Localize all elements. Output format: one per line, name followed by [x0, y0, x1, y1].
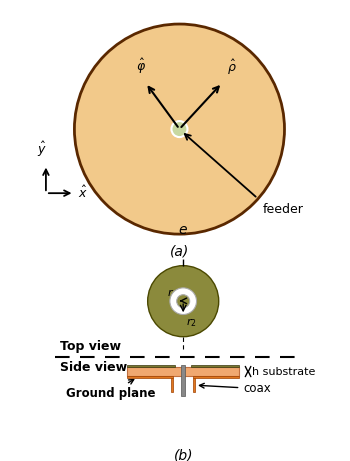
- Ellipse shape: [134, 84, 224, 174]
- Bar: [171, 378, 173, 392]
- Bar: [193, 376, 239, 378]
- Ellipse shape: [127, 77, 232, 182]
- Bar: [193, 378, 195, 392]
- Circle shape: [172, 121, 188, 137]
- Bar: [181, 365, 185, 396]
- Text: (a): (a): [170, 245, 189, 259]
- Ellipse shape: [164, 114, 195, 144]
- Circle shape: [170, 288, 196, 314]
- Ellipse shape: [97, 47, 262, 212]
- Bar: [127, 365, 175, 367]
- Ellipse shape: [149, 99, 209, 159]
- Ellipse shape: [104, 54, 254, 204]
- Text: $\hat{\varphi}$: $\hat{\varphi}$: [136, 57, 146, 76]
- Text: $r_2$: $r_2$: [186, 317, 197, 329]
- Ellipse shape: [112, 62, 247, 196]
- Ellipse shape: [119, 69, 239, 189]
- Ellipse shape: [172, 122, 187, 136]
- Circle shape: [148, 266, 219, 337]
- Circle shape: [177, 295, 190, 307]
- Text: Ground plane: Ground plane: [66, 379, 155, 400]
- Text: (b): (b): [174, 449, 193, 461]
- Text: $\hat{x}$: $\hat{x}$: [78, 185, 88, 201]
- Text: Side view: Side view: [60, 361, 127, 374]
- Ellipse shape: [89, 39, 270, 219]
- Text: $\hat{y}$: $\hat{y}$: [37, 140, 47, 160]
- Text: $\hat{\rho}$: $\hat{\rho}$: [227, 59, 237, 77]
- Text: $r$: $r$: [167, 287, 174, 298]
- Ellipse shape: [82, 31, 277, 227]
- Ellipse shape: [157, 106, 202, 152]
- Text: Top view: Top view: [60, 340, 121, 353]
- Ellipse shape: [75, 24, 285, 234]
- Text: h substrate: h substrate: [252, 366, 316, 377]
- Bar: [127, 367, 239, 376]
- Text: $e$: $e$: [178, 223, 188, 237]
- Bar: [127, 376, 173, 378]
- Text: coax: coax: [199, 382, 271, 395]
- Ellipse shape: [142, 92, 217, 166]
- Text: feeder: feeder: [262, 203, 303, 216]
- Bar: [191, 365, 239, 367]
